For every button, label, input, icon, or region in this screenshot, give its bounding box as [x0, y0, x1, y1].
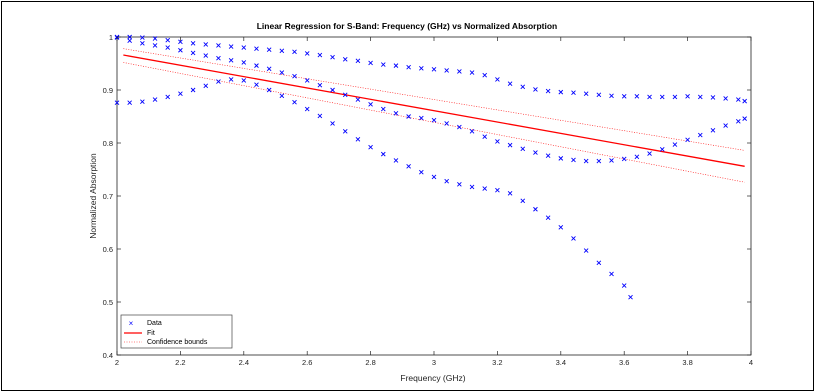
x-tick-label: 3.6 — [619, 358, 629, 367]
y-tick-label: 1 — [109, 33, 113, 42]
plot-area — [117, 37, 751, 355]
y-tick-label: 0.6 — [103, 245, 113, 254]
legend-label-fit: Fit — [147, 330, 155, 337]
x-tick-label: 2.2 — [175, 358, 185, 367]
y-axis-label: Normalized Absorption — [88, 153, 98, 239]
legend-label-bounds: Confidence bounds — [147, 339, 208, 346]
y-tick-label: 0.5 — [103, 298, 113, 307]
x-tick-label: 2.8 — [365, 358, 375, 367]
x-tick-label: 2.6 — [302, 358, 312, 367]
x-tick-label: 3.2 — [492, 358, 502, 367]
y-tick-label: 0.9 — [103, 86, 113, 95]
chart-title: Linear Regression for S-Band: Frequency … — [257, 21, 558, 31]
x-tick-label: 3 — [432, 358, 436, 367]
legend: × Data Fit Confidence bounds — [121, 315, 232, 348]
x-tick-label: 2.4 — [239, 358, 249, 367]
x-tick-label: 3.8 — [682, 358, 692, 367]
y-tick-label: 0.8 — [103, 139, 113, 148]
y-tick-label: 0.7 — [103, 192, 113, 201]
x-tick-label: 3.4 — [556, 358, 566, 367]
legend-data-marker: × — [129, 319, 134, 328]
y-tick-label: 0.4 — [103, 351, 113, 360]
x-tick-label: 4 — [749, 358, 753, 367]
x-axis-label: Frequency (GHz) — [400, 373, 465, 383]
legend-label-data: Data — [147, 320, 162, 327]
x-tick-label: 2 — [115, 358, 119, 367]
